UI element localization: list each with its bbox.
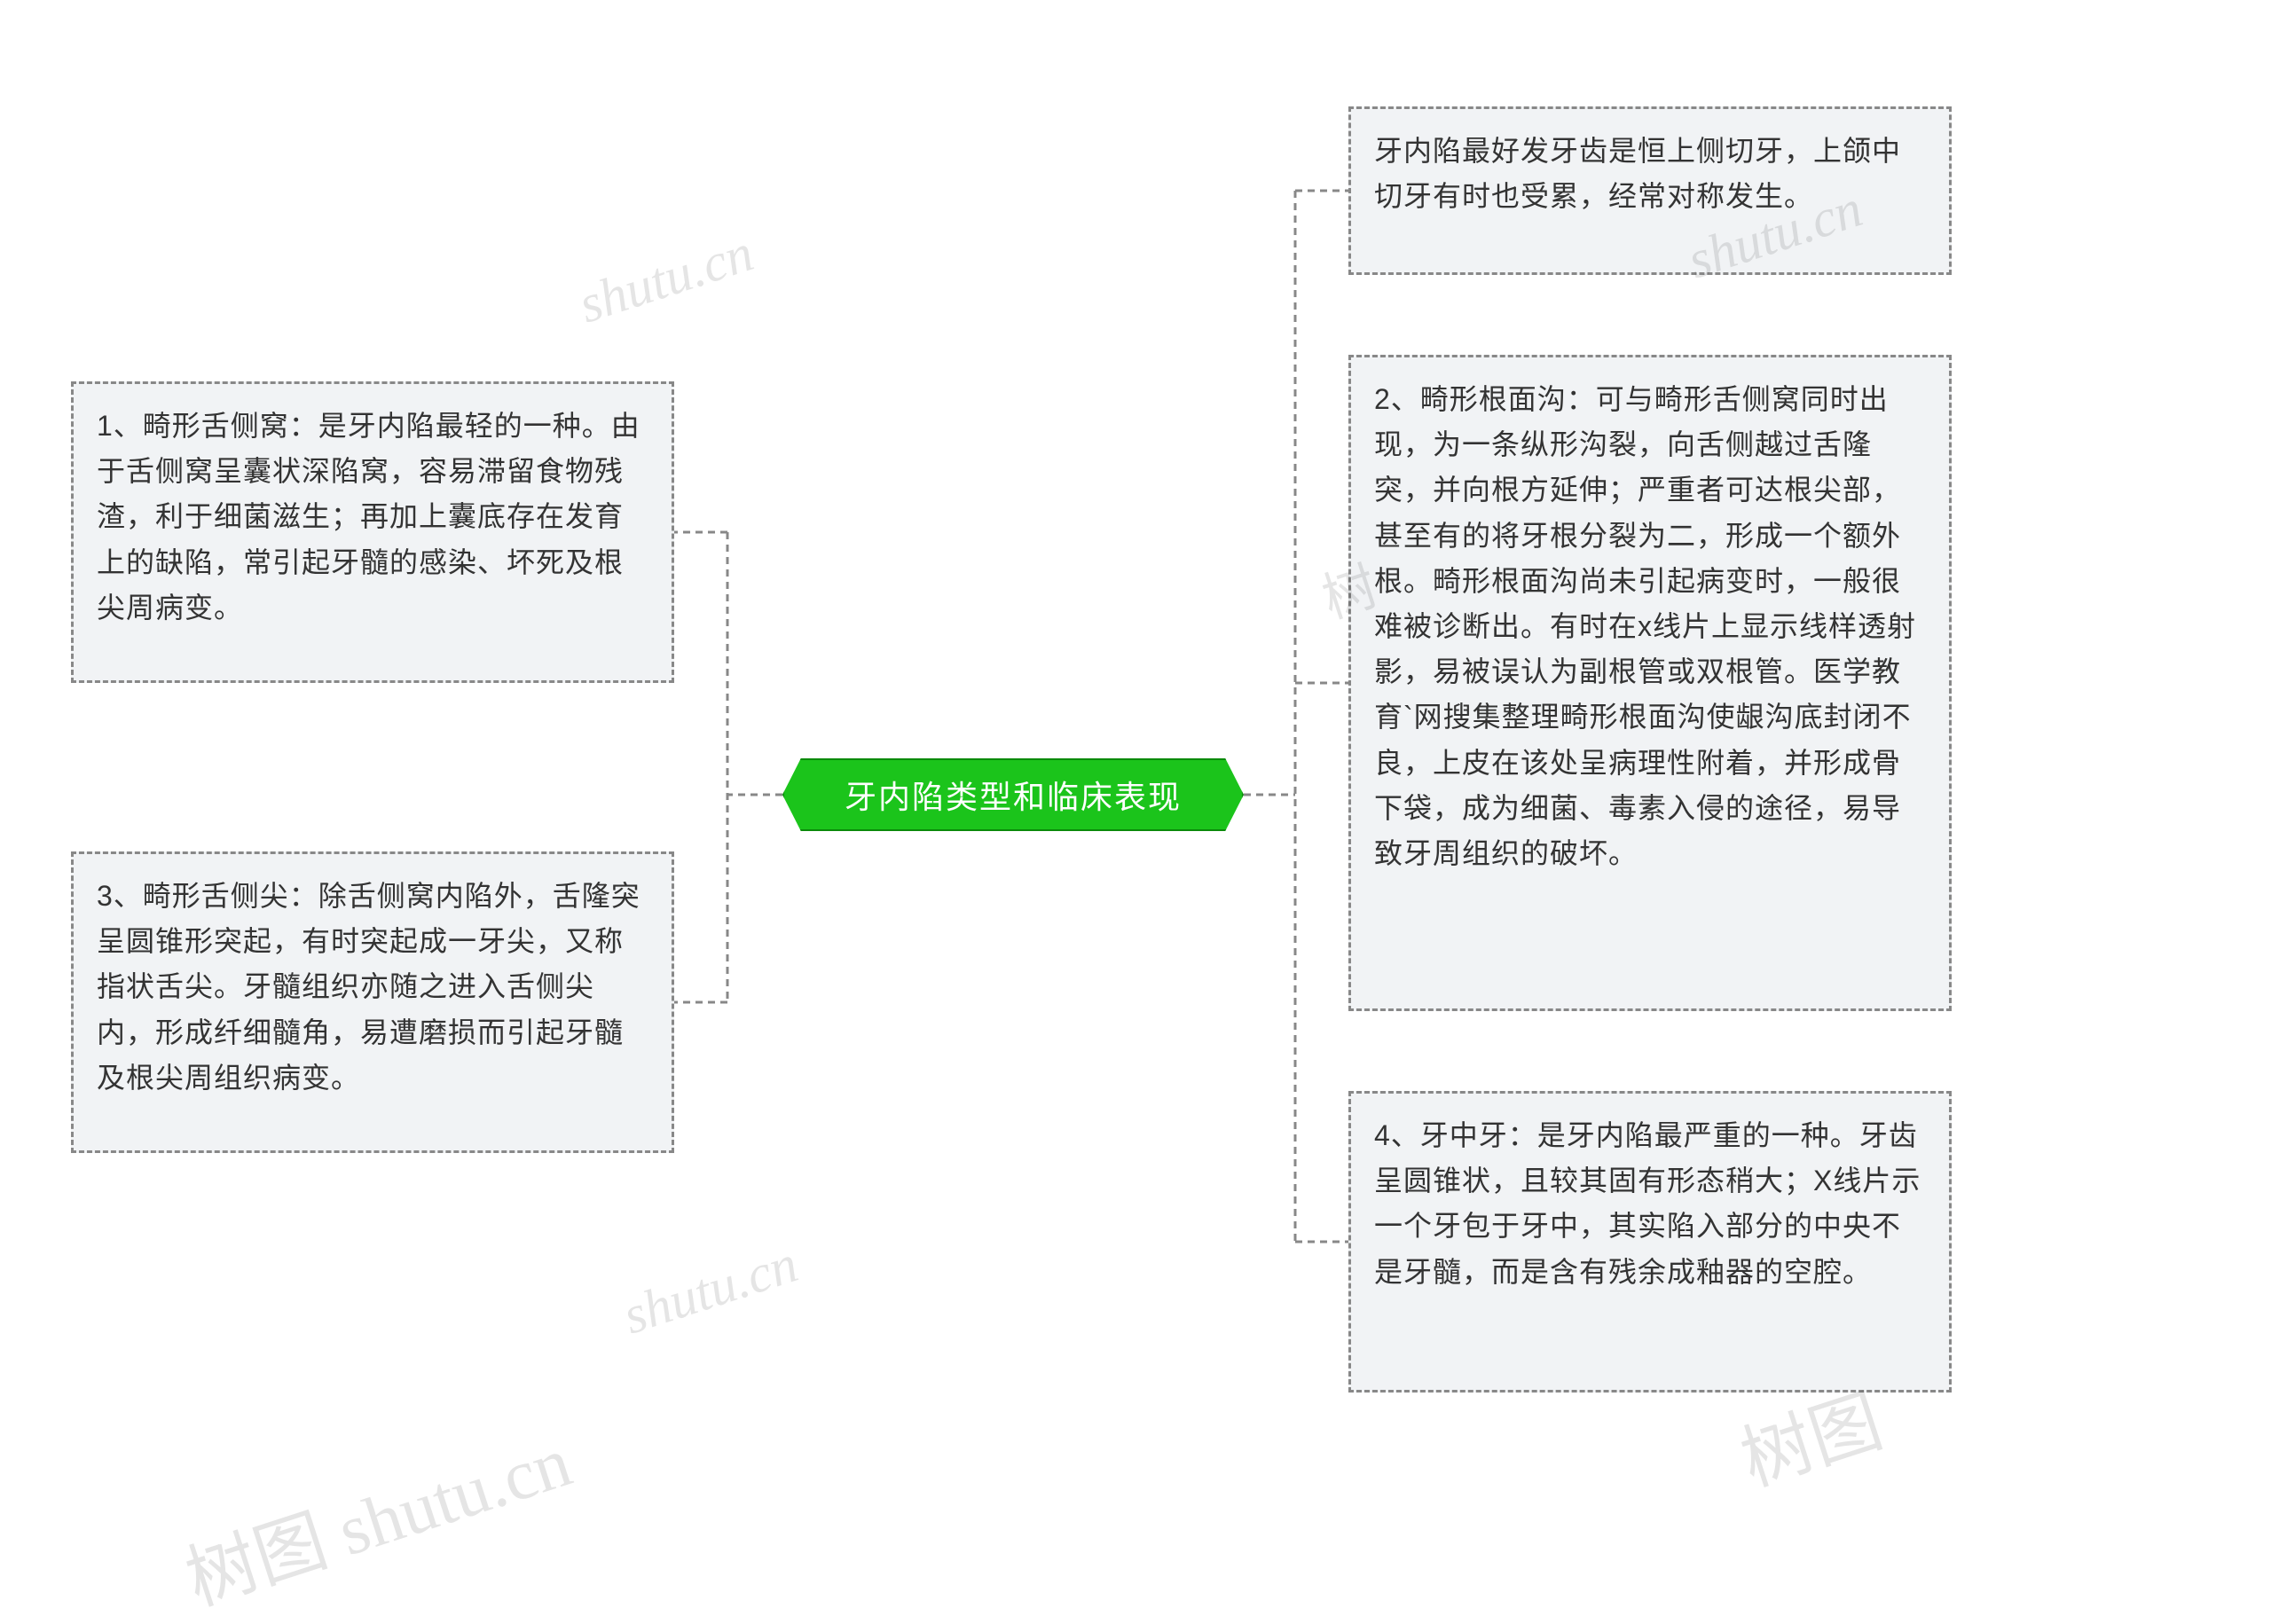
node-right-1-text: 2、畸形根面沟：可与畸形舌侧窝同时出现，为一条纵形沟裂，向舌侧越过舌隆突，并向根… — [1374, 383, 1916, 869]
center-node: 牙内陷类型和临床表现 — [782, 758, 1244, 831]
node-right-0: 牙内陷最好发牙齿是恒上侧切牙，上颌中切牙有时也受累，经常对称发生。 — [1348, 106, 1952, 275]
node-left-2: 3、畸形舌侧尖：除舌侧窝内陷外，舌隆突呈圆锥形突起，有时突起成一牙尖，又称指状舌… — [71, 851, 674, 1153]
node-left-1-text: 1、畸形舌侧窝：是牙内陷最轻的一种。由于舌侧窝呈囊状深陷窝，容易滞留食物残渣，利… — [97, 410, 640, 624]
node-right-2-text: 4、牙中牙：是牙内陷最严重的一种。牙齿呈圆锥状，且较其固有形态稍大；X线片示一个… — [1374, 1119, 1921, 1288]
node-left-2-text: 3、畸形舌侧尖：除舌侧窝内陷外，舌隆突呈圆锥形突起，有时突起成一牙尖，又称指状舌… — [97, 880, 640, 1094]
watermark: 树图 shutu.cn — [171, 1404, 582, 1624]
watermark: shutu.cn — [571, 223, 760, 336]
node-right-0-text: 牙内陷最好发牙齿是恒上侧切牙，上颌中切牙有时也受累，经常对称发生。 — [1374, 135, 1901, 212]
node-right-2: 4、牙中牙：是牙内陷最严重的一种。牙齿呈圆锥状，且较其固有形态稍大；X线片示一个… — [1348, 1091, 1952, 1393]
node-left-1: 1、畸形舌侧窝：是牙内陷最轻的一种。由于舌侧窝呈囊状深陷窝，容易滞留食物残渣，利… — [71, 381, 674, 683]
watermark: shutu.cn — [616, 1234, 805, 1347]
center-node-text: 牙内陷类型和临床表现 — [845, 772, 1182, 818]
node-right-1: 2、畸形根面沟：可与畸形舌侧窝同时出现，为一条纵形沟裂，向舌侧越过舌隆突，并向根… — [1348, 355, 1952, 1011]
